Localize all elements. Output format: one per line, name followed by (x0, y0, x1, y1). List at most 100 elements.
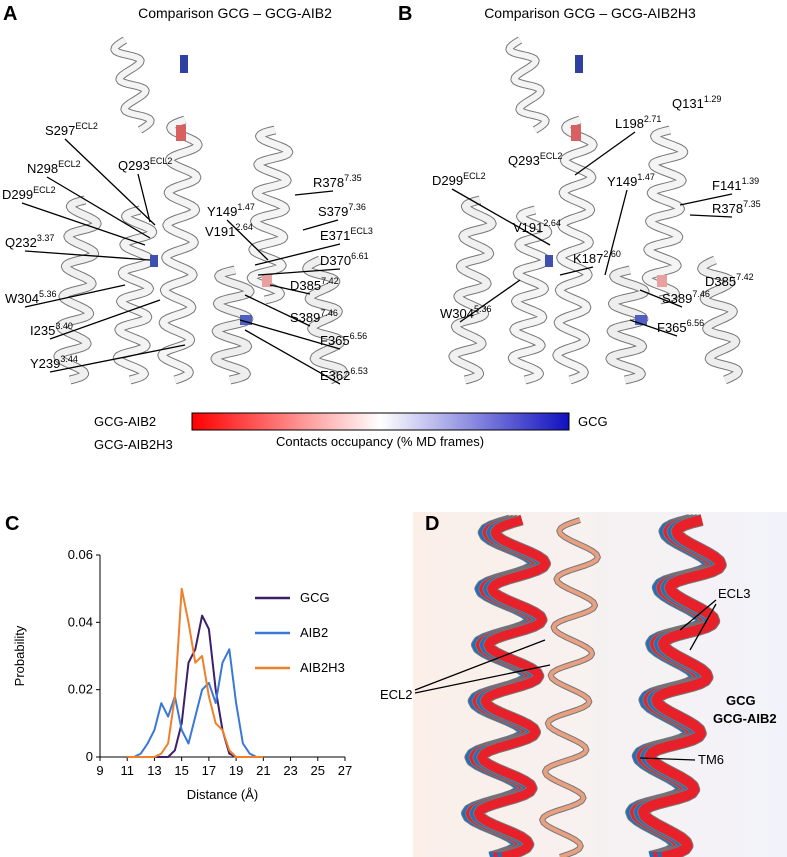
leader-line (414, 664, 551, 694)
residue-position: 5.36 (39, 289, 57, 299)
residue-label: D3706.61 (320, 251, 369, 268)
x-tick-label: 11 (120, 763, 134, 778)
structure-label: ECL3 (718, 586, 751, 601)
residue-highlight (657, 275, 667, 287)
residue-label: Y2393.44 (30, 354, 78, 371)
residue-position: 2.64 (543, 218, 561, 228)
residue-highlight (545, 255, 553, 267)
residue-position: ECL2 (463, 171, 486, 181)
x-tick-label: 15 (174, 763, 188, 778)
helix (553, 116, 597, 384)
y-tick-label: 0.02 (68, 682, 93, 697)
legend-label: AIB2 (300, 625, 328, 640)
residue-highlight (575, 55, 583, 73)
helix (111, 37, 154, 133)
residue-label: V1912.64 (205, 222, 253, 239)
helix (540, 518, 600, 857)
residue-position: 1.39 (742, 176, 760, 186)
residue-name: S379 (318, 204, 348, 219)
structure-render (461, 514, 727, 857)
residue-label: Q293ECL2 (118, 156, 172, 173)
leader-line (24, 284, 126, 308)
x-tick-label: 21 (256, 763, 270, 778)
residue-highlight (571, 125, 581, 141)
residue-name: Y149 (207, 204, 237, 219)
residue-label: S3897.46 (662, 289, 710, 306)
residue-name: Q232 (5, 235, 37, 250)
helix (449, 196, 496, 384)
helix (247, 126, 293, 304)
residue-position: 6.61 (351, 251, 369, 261)
leader-line (244, 294, 311, 327)
residue-label: N298ECL2 (27, 159, 81, 176)
structure-render (448, 36, 743, 385)
colorbar-label: GCG-AIB2H3 (94, 437, 173, 452)
residue-name: Y239 (30, 356, 60, 371)
residue-name: D299 (432, 173, 463, 188)
residue-name: R378 (313, 175, 344, 190)
residue-label: W3045.36 (440, 304, 492, 321)
residue-position: 7.35 (344, 173, 362, 183)
x-tick-label: 17 (202, 763, 216, 778)
residue-position: 2.71 (644, 114, 662, 124)
residue-name: E371 (320, 228, 350, 243)
residue-label: S3897.46 (290, 308, 338, 325)
leader-line (294, 190, 334, 196)
residue-position: 5.36 (474, 304, 492, 314)
residue-position: 6.56 (350, 331, 368, 341)
residue-highlight (262, 275, 272, 287)
residue-position: 3.44 (60, 354, 78, 364)
leader-line (24, 250, 151, 261)
residue-position: ECL2 (150, 156, 173, 166)
leader-line (459, 279, 521, 323)
residue-name: Q131 (672, 96, 704, 111)
helix (638, 515, 726, 857)
residue-label: D3857.42 (290, 276, 339, 293)
residue-highlight (240, 315, 252, 325)
series-line (127, 648, 264, 758)
legend-label: GCG (300, 590, 330, 605)
residue-label: Y1491.47 (607, 172, 655, 189)
residue-position: 3.37 (37, 233, 55, 243)
leader-line (679, 599, 717, 631)
residue-label: S297ECL2 (45, 121, 98, 138)
legend-label: AIB2H3 (300, 660, 345, 675)
y-tick-label: 0.06 (68, 547, 93, 562)
leader-line (49, 344, 186, 373)
residue-label: R3787.35 (712, 199, 761, 216)
leader-line (244, 329, 341, 385)
leader-line (574, 131, 636, 176)
residue-name: S389 (662, 291, 692, 306)
residue-position: 6.56 (687, 318, 705, 328)
x-tick-label: 27 (338, 763, 352, 778)
residue-name: S297 (45, 123, 75, 138)
legend-label: GCG-AIB2 (713, 711, 777, 726)
helix (158, 116, 202, 384)
residue-name: V191 (513, 220, 543, 235)
y-tick-label: 0.04 (68, 614, 93, 629)
residue-name: I235 (30, 323, 55, 338)
residue-label: D299ECL2 (432, 171, 486, 188)
leader-line (679, 193, 733, 206)
residue-label: F1411.39 (712, 176, 759, 193)
panel-title: Comparison GCG – GCG-AIB2H3 (484, 5, 696, 21)
x-tick-label: 13 (147, 763, 161, 778)
leader-line (137, 173, 151, 223)
helix (606, 266, 649, 384)
leader-line (689, 214, 733, 218)
residue-label: S3797.36 (318, 202, 366, 219)
leader-line (46, 176, 151, 239)
residue-highlight (635, 315, 647, 325)
helix (508, 206, 552, 384)
residue-position: 7.36 (348, 202, 366, 212)
residue-label: I2353.40 (30, 321, 73, 338)
panel-title: Comparison GCG – GCG-AIB2 (138, 5, 332, 21)
leader-line (64, 138, 156, 226)
leader-line (559, 266, 594, 276)
x-axis-title: Distance (Å) (187, 787, 259, 802)
panel-letter: C (5, 513, 19, 535)
leader-line (49, 299, 161, 340)
panel-letter: B (398, 3, 412, 25)
residue-position: 6.53 (350, 366, 368, 376)
x-tick-label: 19 (229, 763, 243, 778)
